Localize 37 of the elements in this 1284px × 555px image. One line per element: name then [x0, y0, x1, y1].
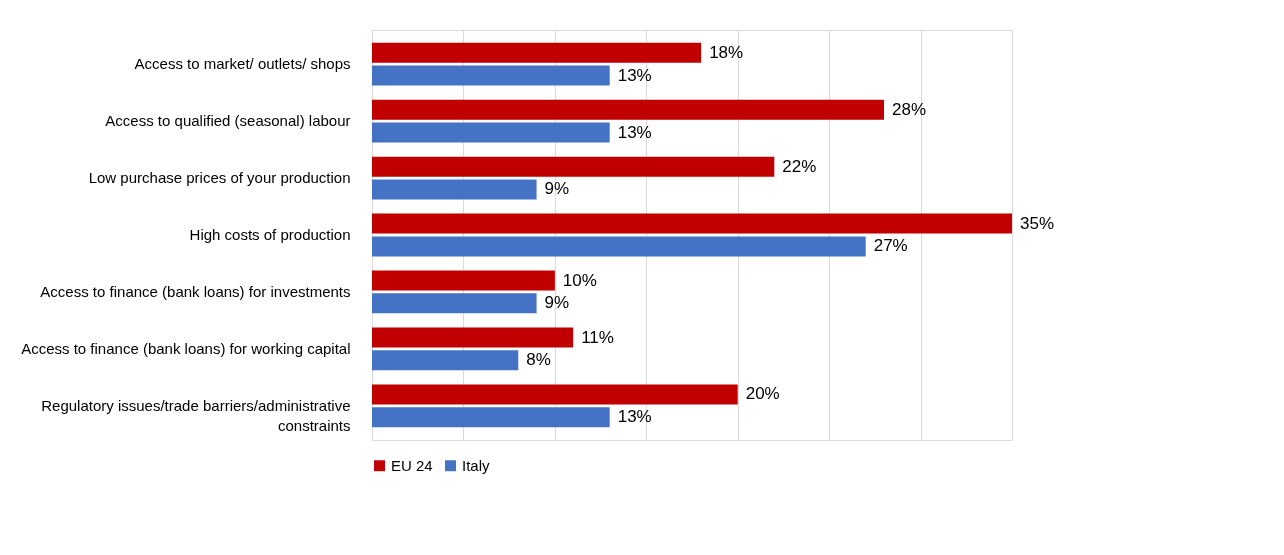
bar [372, 65, 610, 86]
bar [372, 384, 738, 405]
bar [372, 179, 537, 200]
data-label: 13% [617, 65, 652, 85]
data-label: 11% [581, 327, 614, 347]
legend-label: Italy [462, 456, 491, 474]
data-label: 13% [617, 407, 652, 427]
y-tick-label: Access to finance (bank loans) for working capital [21, 339, 351, 357]
y-tick-label: Access to market/ outlets/ shops [134, 55, 351, 73]
bar [372, 327, 574, 348]
data-label: 18% [709, 42, 744, 62]
bar [372, 213, 1012, 234]
data-label: 27% [873, 236, 908, 256]
data-label: 10% [562, 270, 597, 290]
bar [372, 42, 702, 63]
y-tick-label: High costs of production [189, 226, 351, 243]
data-label: 13% [617, 122, 652, 142]
bar [372, 270, 555, 291]
data-label: 35% [1020, 213, 1055, 233]
data-label: 22% [782, 156, 817, 176]
legend-label: EU 24 [391, 456, 433, 474]
bar [372, 156, 775, 177]
y-tick-label: Access to qualified (seasonal) labour [105, 112, 351, 130]
bar [372, 293, 537, 314]
data-label: 9% [544, 179, 570, 199]
y-tick-label: Regulatory issues/trade barriers/administrative constraints [41, 396, 351, 434]
bar [372, 236, 866, 257]
data-label: 20% [745, 384, 780, 404]
data-label: 28% [892, 99, 927, 119]
bar [372, 407, 610, 428]
y-tick-label: Low purchase prices of your production [88, 169, 351, 187]
y-tick-label: Access to finance (bank loans) for investments [40, 282, 351, 300]
bar [372, 350, 519, 371]
data-label: 8% [526, 350, 551, 370]
data-label: 9% [544, 293, 570, 313]
bar [372, 122, 610, 143]
bar [372, 99, 884, 120]
